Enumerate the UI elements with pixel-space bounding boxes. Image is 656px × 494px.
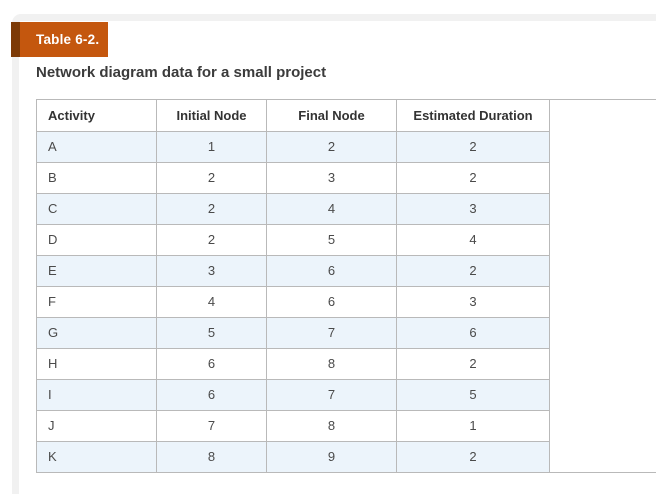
cell-initial-node: 6: [156, 379, 267, 411]
table-row: K 8 9 2: [36, 441, 550, 472]
cell-activity: G: [36, 317, 157, 349]
cell-activity: J: [36, 410, 157, 442]
cell-activity: F: [36, 286, 157, 318]
cell-initial-node: 6: [156, 348, 267, 380]
cell-final-node: 3: [266, 162, 397, 194]
cell-activity: H: [36, 348, 157, 380]
page-title: Network diagram data for a small project: [36, 64, 327, 81]
cell-final-node: 2: [266, 131, 397, 163]
column-header-estimated-duration: Estimated Duration: [396, 100, 550, 132]
column-header-final-node: Final Node: [266, 100, 397, 132]
column-header-activity: Activity: [36, 100, 157, 132]
badge-label: Table 6-2.: [20, 22, 109, 57]
cell-initial-node: 2: [156, 162, 267, 194]
table-row: D 2 5 4: [36, 224, 550, 256]
header-row: Activity Initial Node Final Node Estimat…: [36, 100, 550, 132]
table-row: E 3 6 2: [36, 255, 550, 287]
cell-activity: I: [36, 379, 157, 411]
cell-final-node: 7: [266, 317, 397, 349]
cell-estimated-duration: 1: [396, 410, 550, 442]
cell-initial-node: 1: [156, 131, 267, 163]
cell-activity: B: [36, 162, 157, 194]
cell-estimated-duration: 5: [396, 379, 550, 411]
cell-estimated-duration: 4: [396, 224, 550, 256]
cell-initial-node: 5: [156, 317, 267, 349]
table-row: J 7 8 1: [36, 410, 550, 442]
cell-initial-node: 7: [156, 410, 267, 442]
cell-initial-node: 4: [156, 286, 267, 318]
cell-final-node: 8: [266, 348, 397, 380]
table-row: A 1 2 2: [36, 131, 550, 163]
cell-activity: E: [36, 255, 157, 287]
cell-estimated-duration: 2: [396, 162, 550, 194]
cell-estimated-duration: 2: [396, 255, 550, 287]
cell-final-node: 5: [266, 224, 397, 256]
column-header-initial-node: Initial Node: [156, 100, 267, 132]
network-diagram-data-table: Activity Initial Node Final Node Estimat…: [36, 100, 550, 472]
cell-estimated-duration: 2: [396, 441, 550, 472]
cell-initial-node: 3: [156, 255, 267, 287]
table-container: Activity Initial Node Final Node Estimat…: [36, 99, 656, 473]
table-row: H 6 8 2: [36, 348, 550, 380]
cell-final-node: 8: [266, 410, 397, 442]
cell-estimated-duration: 3: [396, 193, 550, 225]
cell-initial-node: 2: [156, 193, 267, 225]
table-caption-badge: Table 6-2.: [11, 22, 109, 57]
cell-activity: D: [36, 224, 157, 256]
cell-activity: K: [36, 441, 157, 472]
cell-final-node: 4: [266, 193, 397, 225]
cell-estimated-duration: 6: [396, 317, 550, 349]
cell-final-node: 7: [266, 379, 397, 411]
cell-final-node: 6: [266, 255, 397, 287]
table-row: F 4 6 3: [36, 286, 550, 318]
cell-estimated-duration: 3: [396, 286, 550, 318]
cell-activity: C: [36, 193, 157, 225]
cell-estimated-duration: 2: [396, 348, 550, 380]
badge-fold: [11, 22, 20, 57]
cell-initial-node: 2: [156, 224, 267, 256]
cell-estimated-duration: 2: [396, 131, 550, 163]
cell-activity: A: [36, 131, 157, 163]
table-row: G 5 7 6: [36, 317, 550, 349]
table-row: C 2 4 3: [36, 193, 550, 225]
table-row: B 2 3 2: [36, 162, 550, 194]
cell-final-node: 9: [266, 441, 397, 472]
cell-initial-node: 8: [156, 441, 267, 472]
table-row: I 6 7 5: [36, 379, 550, 411]
cell-final-node: 6: [266, 286, 397, 318]
